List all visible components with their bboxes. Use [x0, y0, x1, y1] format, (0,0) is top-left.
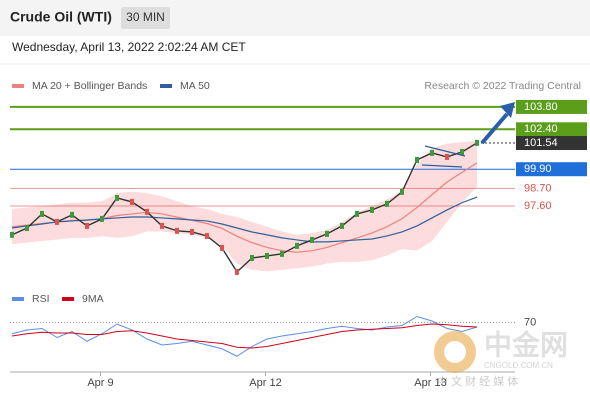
- level-badge: [516, 136, 587, 151]
- price-line: [11, 142, 478, 273]
- level-label: 101.54: [524, 137, 558, 149]
- legend-swatch: [160, 84, 172, 88]
- level-badge: [516, 122, 587, 137]
- candle: [40, 210, 44, 217]
- candle: [385, 200, 389, 207]
- legend-swatch: [62, 297, 74, 301]
- candle: [10, 231, 14, 238]
- series-line: [11, 315, 478, 357]
- legend-label: MA 20 + Bollinger Bands: [32, 80, 147, 92]
- candle: [130, 198, 134, 205]
- title: Crude Oil (WTI): [10, 9, 112, 25]
- timeframe[interactable]: 30 MIN: [126, 10, 165, 24]
- candle: [325, 230, 329, 237]
- series-line: [11, 323, 478, 349]
- candle: [355, 210, 359, 217]
- candle: [430, 149, 434, 156]
- legend-label: MA 50: [180, 80, 210, 92]
- watermark-brand: 中金网: [484, 328, 568, 360]
- candle: [295, 242, 299, 249]
- credit: Research © 2022 Trading Central: [424, 80, 581, 92]
- candle: [85, 222, 89, 229]
- forecast-arrow: [480, 112, 509, 145]
- header-bar: [0, 0, 590, 36]
- pattern-lines: [421, 145, 466, 168]
- bollinger-band: [12, 140, 477, 272]
- x-tick-label: Apr 9: [87, 377, 113, 389]
- candle: [250, 255, 254, 262]
- candle: [415, 156, 419, 163]
- x-tick-label: Apr 13: [414, 377, 446, 389]
- candle: [265, 252, 269, 259]
- watermark-slogan: 中 文 财 经 媒 体: [437, 374, 518, 388]
- candle: [445, 153, 449, 160]
- watermark-logo: [444, 341, 466, 363]
- candle: [280, 250, 284, 257]
- watermark: 中金网 CNGOLD.COM.CN 中 文 财 经 媒 体: [434, 328, 568, 388]
- legend-label: RSI: [32, 293, 50, 305]
- candle: [220, 244, 224, 251]
- legend-swatch: [12, 84, 24, 88]
- level-label: 99.90: [524, 163, 552, 175]
- candle: [115, 194, 119, 201]
- x-tick-label: Apr 12: [249, 377, 281, 389]
- candle: [55, 218, 59, 225]
- y-tick-label: 70: [524, 316, 536, 328]
- candle: [160, 222, 164, 229]
- date: Wednesday, April 13, 2022 2:02:24 AM CET: [12, 40, 246, 54]
- candle: [460, 148, 464, 155]
- candle: [235, 268, 239, 275]
- level-badge: [516, 99, 587, 114]
- candle: [475, 139, 479, 146]
- candle: [190, 228, 194, 235]
- forecast-arrowhead: [500, 102, 515, 118]
- level-badge: [516, 162, 587, 177]
- candle: [175, 227, 179, 234]
- candle: [145, 208, 149, 215]
- legend-label: 9MA: [82, 293, 104, 305]
- candle: [370, 206, 374, 213]
- candle: [100, 215, 104, 222]
- level-label: 98.70: [524, 182, 552, 194]
- timeframe-badge[interactable]: [121, 7, 170, 29]
- candle: [340, 222, 344, 229]
- watermark-site: CNGOLD.COM.CN: [484, 361, 553, 370]
- legend-swatch: [12, 297, 24, 301]
- candle: [25, 224, 29, 231]
- candle: [400, 188, 404, 195]
- level-label: 103.80: [524, 101, 558, 113]
- candle: [70, 211, 74, 218]
- level-label: 102.40: [524, 123, 558, 135]
- level-label: 97.60: [524, 200, 552, 212]
- candle: [310, 236, 314, 243]
- series-line: [11, 196, 478, 243]
- candle: [205, 232, 209, 239]
